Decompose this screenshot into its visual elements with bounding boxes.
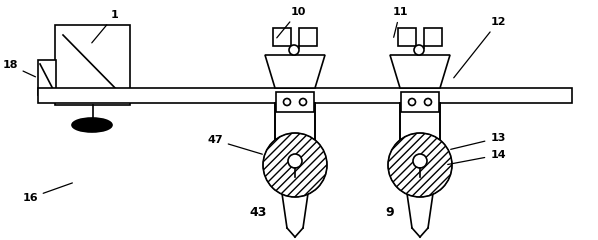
Polygon shape xyxy=(265,55,325,88)
Bar xyxy=(398,28,416,46)
Bar xyxy=(400,103,440,145)
Circle shape xyxy=(414,45,424,55)
Polygon shape xyxy=(390,55,450,88)
Circle shape xyxy=(300,98,307,106)
Bar xyxy=(424,28,442,46)
Text: 47: 47 xyxy=(207,135,263,154)
Text: 1: 1 xyxy=(91,10,119,43)
Circle shape xyxy=(425,98,432,106)
Circle shape xyxy=(413,154,427,168)
Circle shape xyxy=(283,98,291,106)
Bar xyxy=(275,103,315,145)
Bar xyxy=(38,60,56,95)
Bar xyxy=(38,88,572,103)
Text: 11: 11 xyxy=(392,7,408,37)
Ellipse shape xyxy=(388,133,452,197)
Bar xyxy=(55,25,130,105)
Text: 10: 10 xyxy=(277,7,306,38)
Text: 16: 16 xyxy=(22,183,72,203)
Bar xyxy=(276,92,314,112)
Circle shape xyxy=(289,45,299,55)
Text: 14: 14 xyxy=(448,150,506,164)
Bar xyxy=(299,28,317,46)
Text: 12: 12 xyxy=(454,17,506,78)
Circle shape xyxy=(288,154,302,168)
Ellipse shape xyxy=(72,118,112,132)
Text: 18: 18 xyxy=(2,60,35,77)
Circle shape xyxy=(408,98,416,106)
Text: 13: 13 xyxy=(451,133,506,149)
Text: 43: 43 xyxy=(249,206,267,220)
Text: 9: 9 xyxy=(386,206,394,220)
Ellipse shape xyxy=(263,133,327,197)
Bar xyxy=(401,92,439,112)
Bar xyxy=(273,28,291,46)
